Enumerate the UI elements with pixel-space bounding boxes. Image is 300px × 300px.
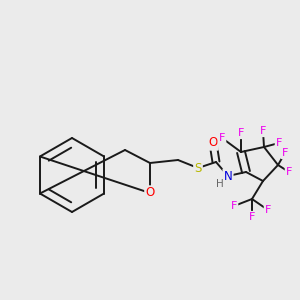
Text: F: F: [276, 138, 282, 148]
Text: N: N: [224, 169, 232, 182]
Text: F: F: [286, 167, 292, 177]
Text: O: O: [146, 187, 154, 200]
Text: F: F: [260, 126, 266, 136]
Text: F: F: [231, 201, 237, 211]
Text: F: F: [249, 212, 255, 222]
Text: F: F: [219, 133, 225, 143]
Text: S: S: [194, 161, 202, 175]
Text: F: F: [265, 205, 271, 215]
Text: O: O: [208, 136, 217, 149]
Text: H: H: [216, 179, 224, 189]
Text: F: F: [238, 128, 244, 138]
Text: F: F: [282, 148, 288, 158]
